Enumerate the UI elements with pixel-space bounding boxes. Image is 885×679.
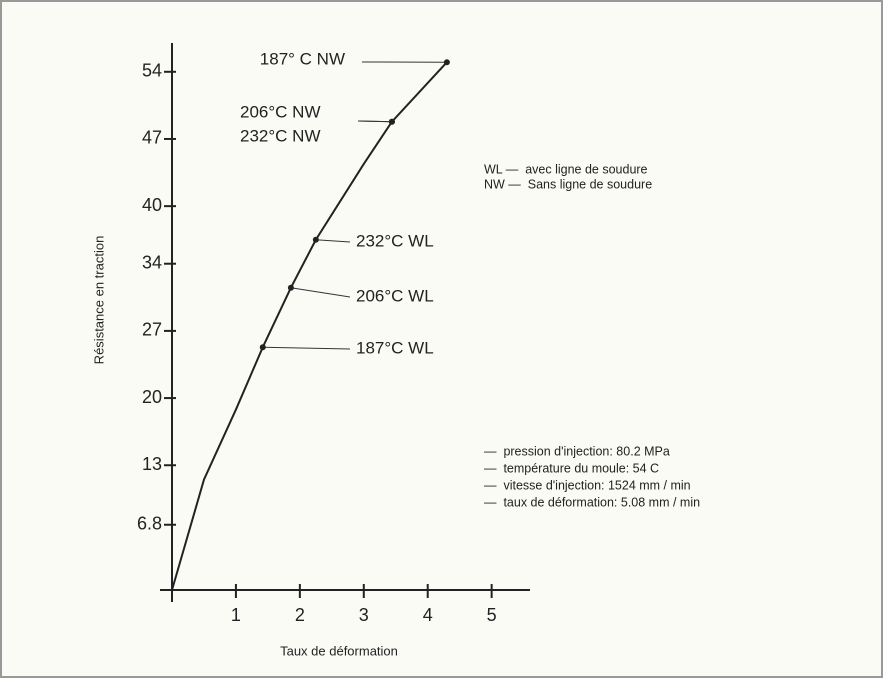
condition: — température du moule: 54 C: [484, 461, 659, 475]
point: [287, 284, 294, 291]
condition: — vitesse d'injection: 1524 mm / min: [484, 478, 691, 492]
x-tick-label: 5: [487, 605, 497, 625]
y-tick-label: 20: [142, 387, 162, 407]
annotation: 232°C WL: [356, 231, 434, 250]
y-tick-label: 54: [142, 61, 162, 81]
y-axis-label: Résistance en traction: [91, 236, 106, 365]
note: WL — avec ligne de soudure: [484, 162, 648, 176]
leader-line: [262, 346, 351, 350]
x-tick-label: 1: [231, 605, 241, 625]
x-tick-label: 2: [295, 605, 305, 625]
x-tick-label: 3: [359, 605, 369, 625]
condition: — taux de déformation: 5.08 mm / min: [484, 495, 700, 509]
point: [259, 344, 266, 351]
point: [312, 236, 319, 243]
x-axis-label: Taux de déformation: [280, 643, 398, 658]
leader-line: [357, 120, 392, 123]
y-tick-label: 47: [142, 128, 162, 148]
point: [443, 59, 450, 66]
condition: — pression d'injection: 80.2 MPa: [484, 444, 670, 458]
note: NW — Sans ligne de soudure: [484, 177, 652, 191]
annotation: 206°C WL: [356, 286, 434, 305]
annotation: 232°C NW: [240, 126, 320, 145]
y-tick-label: 6.8: [137, 513, 162, 533]
leader-line: [290, 287, 351, 298]
point: [388, 118, 395, 125]
leader-line: [315, 239, 351, 243]
y-tick-label: 34: [142, 252, 162, 272]
y-tick-label: 27: [142, 320, 162, 340]
annotation: 206°C NW: [240, 102, 320, 121]
annotation: 187°C WL: [356, 338, 434, 357]
x-tick-label: 4: [423, 605, 433, 625]
annotation: 187° C NW: [260, 49, 345, 68]
y-tick-label: 13: [142, 454, 162, 474]
y-tick-label: 40: [142, 195, 162, 215]
